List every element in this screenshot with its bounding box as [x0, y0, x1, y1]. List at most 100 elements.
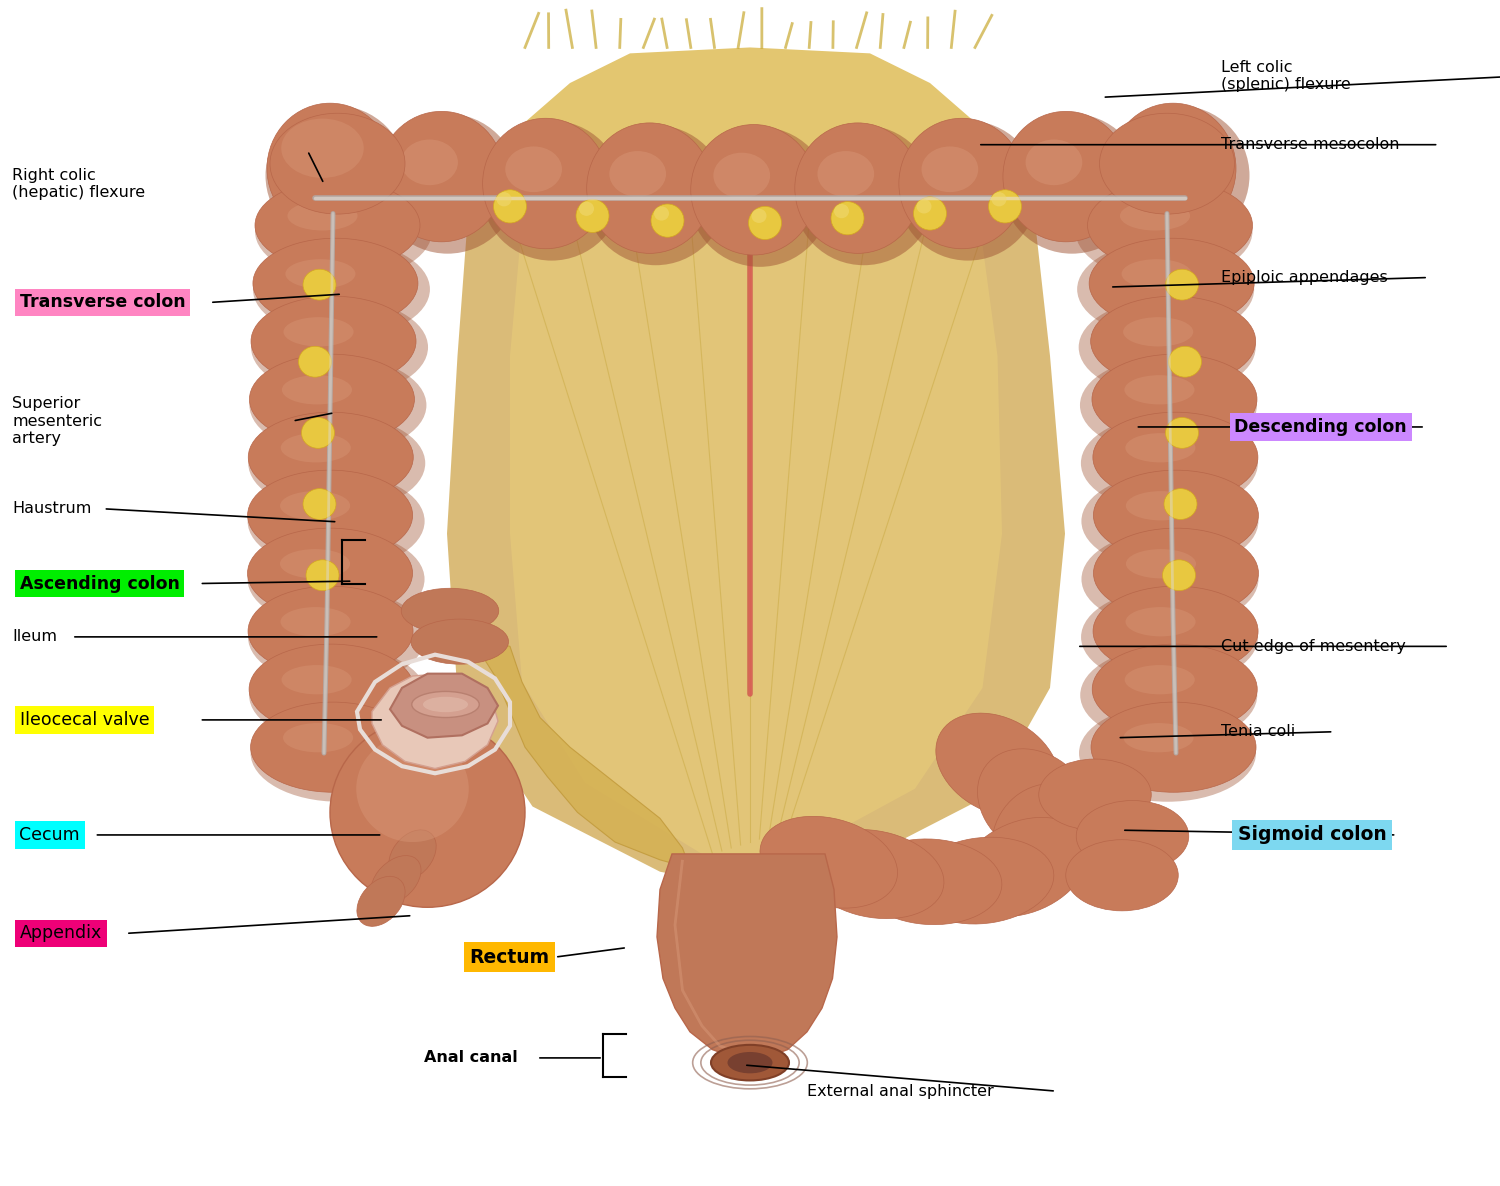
Ellipse shape — [290, 132, 346, 177]
Ellipse shape — [284, 723, 352, 752]
Ellipse shape — [1082, 472, 1258, 569]
Ellipse shape — [576, 199, 609, 232]
Ellipse shape — [1125, 665, 1196, 694]
Ellipse shape — [1094, 586, 1258, 676]
Text: External anal sphincter: External anal sphincter — [807, 1084, 993, 1098]
Ellipse shape — [255, 183, 432, 280]
Ellipse shape — [711, 1045, 789, 1080]
Ellipse shape — [494, 190, 526, 223]
Ellipse shape — [690, 125, 818, 255]
Ellipse shape — [1082, 415, 1258, 512]
Text: Right colic
(hepatic) flexure: Right colic (hepatic) flexure — [12, 167, 146, 200]
Ellipse shape — [1089, 238, 1254, 329]
Text: Tenia coli: Tenia coli — [1221, 725, 1294, 739]
Ellipse shape — [251, 299, 428, 396]
Ellipse shape — [579, 202, 594, 216]
Ellipse shape — [303, 489, 336, 519]
Ellipse shape — [714, 153, 770, 198]
Ellipse shape — [282, 375, 352, 404]
Ellipse shape — [280, 433, 351, 463]
Ellipse shape — [1080, 646, 1257, 744]
Ellipse shape — [282, 119, 363, 178]
Ellipse shape — [248, 470, 412, 560]
Ellipse shape — [1077, 241, 1254, 338]
Ellipse shape — [958, 817, 1089, 917]
Ellipse shape — [483, 119, 609, 249]
Ellipse shape — [248, 586, 412, 676]
Ellipse shape — [280, 549, 350, 579]
Polygon shape — [657, 854, 837, 1058]
Ellipse shape — [795, 123, 921, 254]
Ellipse shape — [831, 202, 864, 235]
Ellipse shape — [1126, 549, 1196, 579]
Ellipse shape — [285, 260, 356, 288]
Ellipse shape — [254, 241, 430, 338]
Text: Left colic
(splenic) flexure: Left colic (splenic) flexure — [1221, 59, 1350, 93]
Ellipse shape — [654, 206, 669, 221]
Ellipse shape — [1094, 413, 1258, 503]
Ellipse shape — [992, 784, 1101, 897]
Ellipse shape — [910, 837, 1054, 924]
Ellipse shape — [1124, 317, 1192, 346]
Ellipse shape — [1122, 260, 1191, 288]
Text: Sigmoid colon: Sigmoid colon — [1238, 825, 1386, 844]
Ellipse shape — [1004, 111, 1130, 242]
Polygon shape — [495, 47, 1005, 154]
Ellipse shape — [1126, 491, 1196, 521]
Ellipse shape — [978, 748, 1092, 859]
Ellipse shape — [249, 644, 414, 734]
Ellipse shape — [1078, 299, 1256, 396]
Ellipse shape — [1108, 106, 1250, 246]
Ellipse shape — [1094, 528, 1258, 618]
Ellipse shape — [818, 151, 874, 197]
Ellipse shape — [752, 209, 766, 223]
Ellipse shape — [1125, 607, 1196, 637]
Ellipse shape — [1090, 296, 1256, 387]
Ellipse shape — [1124, 723, 1194, 752]
Ellipse shape — [1090, 702, 1256, 792]
Ellipse shape — [248, 530, 424, 627]
Polygon shape — [472, 640, 690, 868]
Ellipse shape — [482, 121, 622, 261]
Text: Transverse colon: Transverse colon — [20, 293, 184, 312]
Ellipse shape — [249, 357, 426, 454]
Text: Ileum: Ileum — [12, 630, 57, 644]
Ellipse shape — [1110, 103, 1236, 234]
Text: Descending colon: Descending colon — [1234, 417, 1407, 436]
Ellipse shape — [1168, 346, 1202, 377]
Ellipse shape — [267, 103, 393, 234]
Ellipse shape — [411, 691, 480, 718]
Text: Haustrum: Haustrum — [12, 502, 92, 516]
Ellipse shape — [388, 830, 436, 880]
Ellipse shape — [936, 713, 1059, 817]
Ellipse shape — [748, 206, 782, 240]
Ellipse shape — [609, 151, 666, 197]
Ellipse shape — [249, 415, 426, 512]
Ellipse shape — [1088, 180, 1252, 270]
Ellipse shape — [1132, 132, 1190, 177]
Ellipse shape — [303, 269, 336, 300]
Ellipse shape — [282, 665, 351, 694]
Ellipse shape — [370, 855, 422, 905]
Ellipse shape — [255, 180, 420, 270]
Ellipse shape — [1094, 470, 1258, 560]
Ellipse shape — [400, 140, 457, 185]
Ellipse shape — [1082, 588, 1258, 686]
Ellipse shape — [834, 204, 849, 218]
Ellipse shape — [496, 192, 512, 206]
Ellipse shape — [266, 106, 406, 246]
Ellipse shape — [357, 876, 405, 926]
Ellipse shape — [302, 417, 334, 448]
Ellipse shape — [1038, 759, 1152, 830]
Text: Cecum: Cecum — [20, 825, 80, 844]
Ellipse shape — [1125, 433, 1196, 463]
PathPatch shape — [447, 154, 1065, 890]
Ellipse shape — [251, 704, 428, 802]
Ellipse shape — [506, 146, 562, 192]
Ellipse shape — [1166, 269, 1198, 300]
Ellipse shape — [1092, 644, 1257, 734]
Ellipse shape — [1162, 560, 1196, 591]
Text: Transverse mesocolon: Transverse mesocolon — [1221, 138, 1400, 152]
Ellipse shape — [1125, 375, 1194, 404]
Ellipse shape — [760, 816, 897, 908]
